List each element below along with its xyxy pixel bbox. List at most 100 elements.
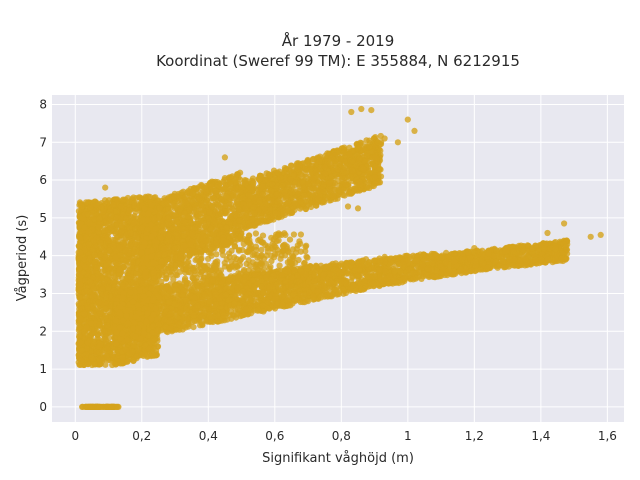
data-point [102,312,109,319]
data-point [130,194,137,201]
data-point [119,354,126,361]
data-point [340,149,347,156]
data-point [298,198,305,205]
data-point [112,259,119,266]
data-point [228,201,235,208]
data-point [138,351,145,358]
data-point [119,282,126,289]
data-point [100,328,108,335]
data-point [81,311,88,318]
data-point [136,194,144,201]
data-point [76,249,84,256]
data-point [100,208,107,215]
data-point [78,300,85,307]
data-point [131,219,138,226]
data-point [113,403,120,410]
data-point [280,207,287,214]
data-point [178,225,185,232]
data-point [172,211,179,218]
data-point [116,266,123,273]
data-point [118,222,125,229]
data-point [102,305,109,312]
data-point [146,340,153,347]
data-point [91,258,98,265]
data-point [188,219,195,226]
data-point [289,209,296,216]
data-point [105,271,112,278]
data-point [256,176,263,183]
data-point [189,198,196,205]
data-point [88,348,95,355]
data-point [124,358,131,365]
data-point [110,201,117,208]
data-point [132,225,139,232]
data-point [355,144,363,151]
data-point [208,203,215,210]
data-point [196,183,203,190]
data-point [374,139,381,146]
data-point [272,210,279,217]
data-point [342,181,349,188]
data-point [108,403,115,410]
data-point [122,346,129,353]
data-point [371,173,379,181]
data-point [142,195,149,202]
data-point [88,354,95,361]
data-point [110,279,117,286]
data-point [220,178,227,185]
data-point [208,183,215,190]
data-point [129,348,136,355]
data-point [117,252,124,259]
data-point [117,203,125,210]
data-point [310,175,317,182]
data-point [321,170,329,177]
data-point [120,196,127,203]
data-point [114,221,121,229]
data-point [93,202,100,209]
data-point [150,345,157,352]
data-point [126,207,133,214]
data-point [104,345,111,352]
data-point [84,361,92,368]
data-point [264,214,272,221]
data-point [134,265,141,272]
data-point [131,200,138,207]
data-point [299,179,306,186]
data-point [85,241,93,248]
data-point [205,215,212,222]
data-point [236,217,244,224]
data-point [91,216,98,223]
data-point [366,143,373,151]
data-point [93,264,100,271]
data-point [239,194,246,201]
data-point [87,320,95,327]
data-point [263,201,270,208]
data-point [96,356,103,363]
data-point [77,316,84,323]
data-point [76,234,83,241]
data-point [251,210,258,217]
data-point [76,294,84,301]
data-point [182,199,189,206]
data-point [86,219,93,226]
data-point [277,174,284,181]
data-point [133,353,140,360]
data-point [127,230,134,237]
data-point [234,201,241,208]
data-point [112,196,119,203]
data-point [97,341,104,348]
data-point [101,253,109,261]
data-point [316,158,323,165]
data-point [91,329,98,336]
data-point [148,201,155,209]
data-point [122,247,129,254]
data-point [235,206,242,213]
data-point [320,199,328,206]
data-points [75,105,604,410]
data-point [332,158,339,165]
data-point [98,244,105,252]
data-point [268,188,275,195]
data-point [127,242,134,249]
data-point [111,208,119,215]
